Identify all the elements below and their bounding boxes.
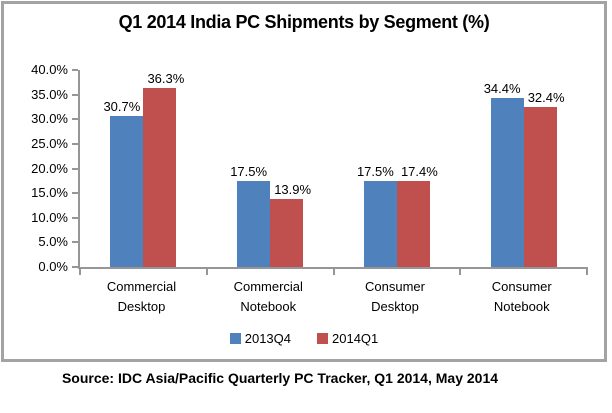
bar-value-label: 34.4% <box>483 80 521 96</box>
x-axis-tick <box>586 267 588 275</box>
bar-value-label: 30.7% <box>103 98 141 114</box>
bar-group: 34.4% 32.4% <box>460 70 587 267</box>
bar-value-label: 17.4% <box>400 164 438 180</box>
y-axis-tick <box>72 118 78 121</box>
bar-group: 17.5% 13.9% <box>207 70 334 267</box>
x-axis-tick <box>205 267 208 275</box>
bar-2014q1: 36.3% <box>143 71 184 267</box>
legend-label: 2013Q4 <box>244 331 291 346</box>
bar-2014q1: 32.4% <box>523 90 565 267</box>
y-axis-tick-label: 25.0% <box>31 135 68 151</box>
legend: 2013Q4 2014Q1 <box>4 331 604 346</box>
bar-2013q4: 17.5% <box>230 164 271 267</box>
source-note: Source: IDC Asia/Pacific Quarterly PC Tr… <box>61 370 499 386</box>
y-axis-tick <box>72 241 78 244</box>
category-label: Commercial Notebook <box>233 279 303 314</box>
x-axis-tick <box>332 267 335 275</box>
category-label: Consumer Desktop <box>365 279 425 314</box>
bar-group: 17.5% 17.4% <box>334 70 461 267</box>
y-axis-tick <box>72 93 78 96</box>
y-axis-tick-label: 15.0% <box>31 185 68 201</box>
y-axis-tick <box>72 167 78 170</box>
y-axis-tick <box>72 192 78 195</box>
legend-label: 2014Q1 <box>332 331 379 346</box>
y-axis-tick <box>72 266 78 268</box>
legend-swatch-2014q1 <box>317 333 328 344</box>
y-axis-tick-label: 20.0% <box>31 160 68 176</box>
y-axis-tick <box>72 69 78 71</box>
bar-2013q4: 30.7% <box>103 99 144 267</box>
chart-title: Q1 2014 India PC Shipments by Segment (%… <box>118 12 490 32</box>
bar-value-label: 32.4% <box>527 90 565 106</box>
bar-value-label: 17.5% <box>356 163 394 179</box>
legend-item-2013q4: 2013Q4 <box>229 331 291 346</box>
bar-2014q1: 13.9% <box>270 182 311 267</box>
y-axis-tick-label: 35.0% <box>31 86 68 102</box>
category-label: Commercial Desktop <box>106 279 177 314</box>
y-axis-tick-label: 40.0% <box>31 62 68 77</box>
y-axis-tick-label: 10.0% <box>31 209 68 225</box>
chart-frame-inner: Q1 2014 India PC Shipments by Segment (%… <box>4 4 604 359</box>
y-axis-tick-label: 30.0% <box>31 111 68 127</box>
bar-value-label: 17.5% <box>230 163 268 179</box>
chart-frame: Q1 2014 India PC Shipments by Segment (%… <box>1 1 607 362</box>
bar-value-label: 36.3% <box>147 71 185 87</box>
y-axis-tick <box>72 142 78 145</box>
bar-2013q4: 17.5% <box>357 164 397 267</box>
legend-item-2014q1: 2014Q1 <box>317 331 378 346</box>
bar-2013q4: 34.4% <box>484 81 524 267</box>
y-axis-tick <box>72 216 78 219</box>
category-label: Consumer Notebook <box>491 279 552 314</box>
bar-group: 30.7% 36.3% <box>80 70 207 267</box>
legend-swatch-2013q4 <box>229 333 241 344</box>
bar-value-label: 13.9% <box>274 181 312 197</box>
x-axis-tick <box>459 267 462 275</box>
y-axis-tick-label: 5.0% <box>38 234 68 250</box>
bar-2014q1: 17.4% <box>396 164 438 267</box>
plot-area: 30.7% 36.3% 17.5% 13.9% 17.5% 17.4% 34.4% 32.4% <box>78 70 588 275</box>
y-axis-tick-label: 0.0% <box>38 259 68 274</box>
x-axis-tick <box>79 267 81 275</box>
